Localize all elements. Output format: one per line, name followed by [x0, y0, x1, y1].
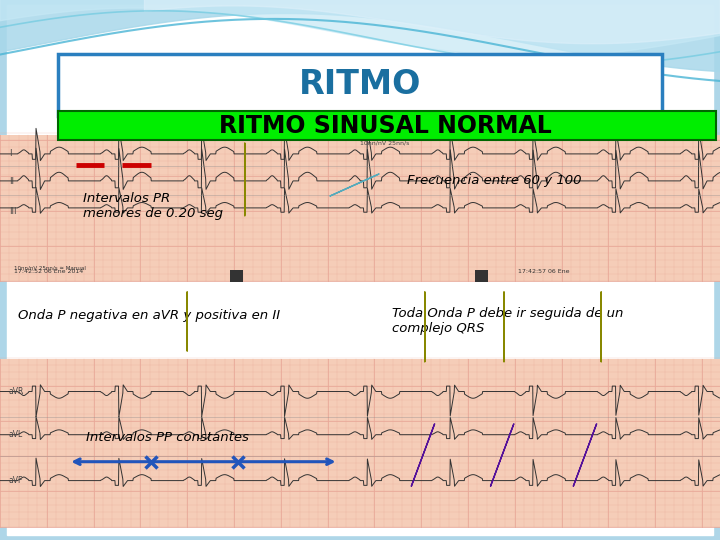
Text: aVL: aVL [9, 430, 23, 439]
Text: II: II [9, 178, 14, 186]
Text: 10nn/nV 25nn/s ≈ Manual: 10nn/nV 25nn/s ≈ Manual [14, 266, 86, 271]
Bar [58, 111, 716, 140]
Bar [58, 54, 662, 116]
Text: Onda P negativa en aVR y positiva en II: Onda P negativa en aVR y positiva en II [18, 309, 280, 322]
Text: 17:42:52 06 Ene 2014: 17:42:52 06 Ene 2014 [14, 269, 84, 274]
Text: aVF: aVF [9, 476, 23, 485]
Text: III: III [9, 207, 16, 216]
Text: Frecuencia entre 60 y 100: Frecuencia entre 60 y 100 [407, 174, 581, 187]
Text: RITMO SINUSAL NORMAL: RITMO SINUSAL NORMAL [219, 114, 552, 138]
Text: Intervalos PP constantes: Intervalos PP constantes [86, 431, 249, 444]
Text: aVR: aVR [9, 387, 24, 396]
Text: Toda Onda P debe ir seguida de un
complejo QRS: Toda Onda P debe ir seguida de un comple… [392, 307, 624, 335]
Text: 10nn/nV 25nn/s: 10nn/nV 25nn/s [360, 140, 410, 145]
Bar [0, 135, 720, 281]
Bar [230, 270, 243, 282]
Bar [475, 270, 488, 282]
Bar [0, 359, 720, 526]
Text: 17:42:57 06 Ene: 17:42:57 06 Ene [518, 269, 570, 274]
Text: I: I [9, 150, 11, 158]
Text: Intervalos PR
menores de 0.20 seg: Intervalos PR menores de 0.20 seg [83, 192, 222, 220]
Text: RITMO: RITMO [299, 68, 421, 102]
